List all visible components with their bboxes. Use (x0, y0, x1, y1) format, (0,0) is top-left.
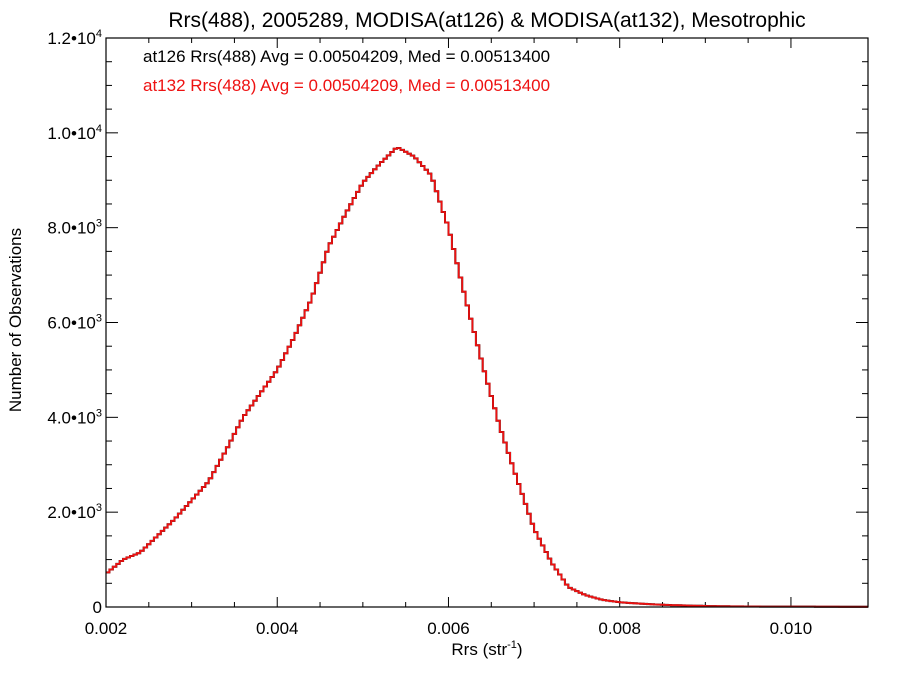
y-tick-label: 2.0•103 (47, 502, 102, 522)
axis-ticks: 0.002 0.004 0.006 0.008 0.01002.0•1034.0•103… (47, 28, 868, 638)
y-tick-label: 1.0•104 (47, 123, 102, 143)
y-tick-exponent: 3 (96, 218, 102, 230)
y-tick-mantissa: 6.0•10 (47, 314, 96, 333)
y-tick-label: 1.2•104 (47, 28, 102, 48)
y-tick-exponent: 3 (96, 313, 102, 325)
y-tick-label: 8.0•103 (47, 218, 102, 238)
y-tick-exponent: 3 (96, 502, 102, 514)
legend-entry-at132: at132 Rrs(488) Avg = 0.00504209, Med = 0… (143, 76, 550, 95)
x-axis-label-tail: ) (517, 640, 523, 659)
y-tick-label: 0 (93, 598, 102, 617)
y-tick-mantissa: 8.0•10 (47, 219, 96, 238)
y-tick-mantissa: 1.0•10 (47, 124, 96, 143)
x-tick-label: 0.002 (85, 619, 128, 638)
series-line-at132 (106, 147, 868, 608)
x-tick-label: 0.008 (598, 619, 641, 638)
y-tick-mantissa: 0 (93, 598, 102, 617)
series-lines (106, 147, 868, 608)
x-tick-label: 0.004 (256, 619, 299, 638)
x-axis-label-main: Rrs (str (451, 640, 507, 659)
legend-entry-at126: at126 Rrs(488) Avg = 0.00504209, Med = 0… (143, 47, 550, 66)
y-tick-mantissa: 2.0•10 (47, 503, 96, 522)
y-tick-label: 6.0•103 (47, 313, 102, 333)
y-tick-label: 4.0•103 (47, 407, 102, 427)
x-tick-label: 0.010 (770, 619, 813, 638)
y-tick-exponent: 3 (96, 407, 102, 419)
x-axis-label-sup: -1 (507, 639, 517, 651)
y-tick-mantissa: 1.2•10 (47, 29, 96, 48)
y-tick-exponent: 4 (96, 123, 102, 135)
y-axis-label: Number of Observations (6, 228, 25, 412)
chart-title: Rrs(488), 2005289, MODISA(at126) & MODIS… (168, 9, 805, 32)
x-axis-label: Rrs (str-1) (451, 639, 522, 659)
y-tick-exponent: 4 (96, 28, 102, 40)
x-tick-label: 0.006 (427, 619, 470, 638)
y-tick-mantissa: 4.0•10 (47, 408, 96, 427)
plot-frame (105, 37, 869, 608)
